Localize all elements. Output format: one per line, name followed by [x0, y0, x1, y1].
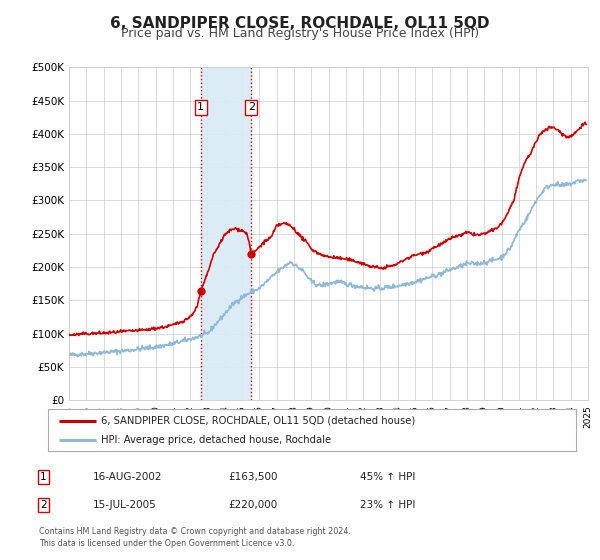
Text: 6, SANDPIPER CLOSE, ROCHDALE, OL11 5QD: 6, SANDPIPER CLOSE, ROCHDALE, OL11 5QD [110, 16, 490, 31]
Text: £163,500: £163,500 [228, 472, 277, 482]
Text: 2: 2 [40, 500, 47, 510]
Bar [201, 67, 251, 400]
Text: 1: 1 [40, 472, 47, 482]
Text: Price paid vs. HM Land Registry's House Price Index (HPI): Price paid vs. HM Land Registry's House … [121, 27, 479, 40]
Text: 15-JUL-2005: 15-JUL-2005 [93, 500, 157, 510]
Text: £220,000: £220,000 [228, 500, 277, 510]
Text: 45% ↑ HPI: 45% ↑ HPI [360, 472, 415, 482]
Text: 2: 2 [248, 102, 255, 112]
Text: 23% ↑ HPI: 23% ↑ HPI [360, 500, 415, 510]
Text: 16-AUG-2002: 16-AUG-2002 [93, 472, 163, 482]
Text: Contains HM Land Registry data © Crown copyright and database right 2024.: Contains HM Land Registry data © Crown c… [39, 528, 351, 536]
Text: 6, SANDPIPER CLOSE, ROCHDALE, OL11 5QD (detached house): 6, SANDPIPER CLOSE, ROCHDALE, OL11 5QD (… [101, 416, 415, 426]
Text: HPI: Average price, detached house, Rochdale: HPI: Average price, detached house, Roch… [101, 435, 331, 445]
Text: This data is licensed under the Open Government Licence v3.0.: This data is licensed under the Open Gov… [39, 539, 295, 548]
Text: 1: 1 [197, 102, 205, 112]
